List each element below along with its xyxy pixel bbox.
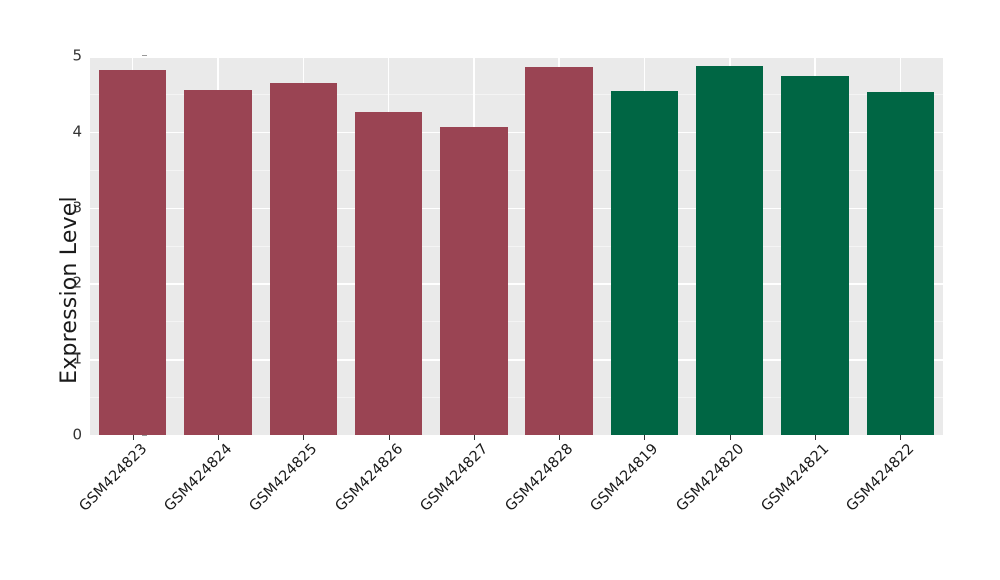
x-axis-tick-label: GSM424828 [502, 441, 577, 515]
x-axis-tick-mark [132, 435, 134, 440]
x-axis-tick-marks [90, 435, 943, 441]
bar [866, 91, 935, 435]
x-axis-tick-label: GSM424819 [587, 441, 662, 515]
x-axis-tick-label: GSM424825 [246, 441, 321, 515]
x-axis-tick-labels: GSM424823 GSM424824 GSM424825 GSM424826 GSM4… [76, 441, 943, 571]
x-axis-tick-mark [303, 435, 305, 440]
y-axis-tick-label: 5 [72, 46, 82, 65]
bar [269, 83, 337, 435]
gridline-major [90, 359, 943, 361]
x-axis-tick-mark [473, 435, 475, 440]
bar [98, 70, 167, 435]
gridline-major [90, 207, 943, 210]
bar [525, 66, 593, 435]
x-axis-tick-mark [388, 435, 390, 440]
x-axis-tick-mark [815, 435, 817, 440]
gridline-minor [90, 245, 943, 247]
gridline-major [90, 283, 943, 285]
x-axis-tick-mark [900, 435, 902, 440]
x-axis-tick-label: GSM424820 [673, 441, 748, 515]
x-axis-tick-label: GSM424822 [843, 441, 918, 515]
x-axis-tick-label: GSM424827 [417, 441, 492, 515]
bar [440, 126, 508, 435]
gridline-minor [90, 169, 943, 171]
y-axis-tick-labels: 0 1 2 3 4 5 [58, 48, 147, 442]
x-axis-tick-mark [644, 435, 646, 440]
y-axis-tick-label: 3 [72, 198, 82, 217]
bar [354, 112, 423, 435]
y-axis-tick-label: 2 [72, 273, 82, 292]
bar [184, 90, 252, 435]
x-axis-tick-label: GSM424824 [161, 441, 236, 515]
gridline-minor [90, 397, 943, 399]
x-axis-tick-label: GSM424826 [332, 441, 406, 515]
y-axis-tick-mark [142, 434, 147, 436]
gridline-minor [90, 321, 943, 323]
x-axis-tick-mark [729, 435, 731, 440]
y-axis-tick-label: 0 [72, 425, 82, 444]
bar [610, 90, 679, 435]
x-axis-tick-mark [559, 435, 561, 440]
gridline-major [90, 131, 943, 134]
gridline-major [90, 56, 943, 58]
y-axis-tick-label: 1 [72, 349, 82, 368]
x-axis-tick-label: GSM424821 [758, 441, 833, 515]
y-axis-tick-label: 4 [72, 122, 82, 141]
plot-panel [90, 56, 943, 435]
bar [696, 65, 764, 435]
bar [781, 76, 849, 435]
x-axis-tick-mark [217, 435, 219, 440]
gridline-minor [90, 93, 943, 95]
